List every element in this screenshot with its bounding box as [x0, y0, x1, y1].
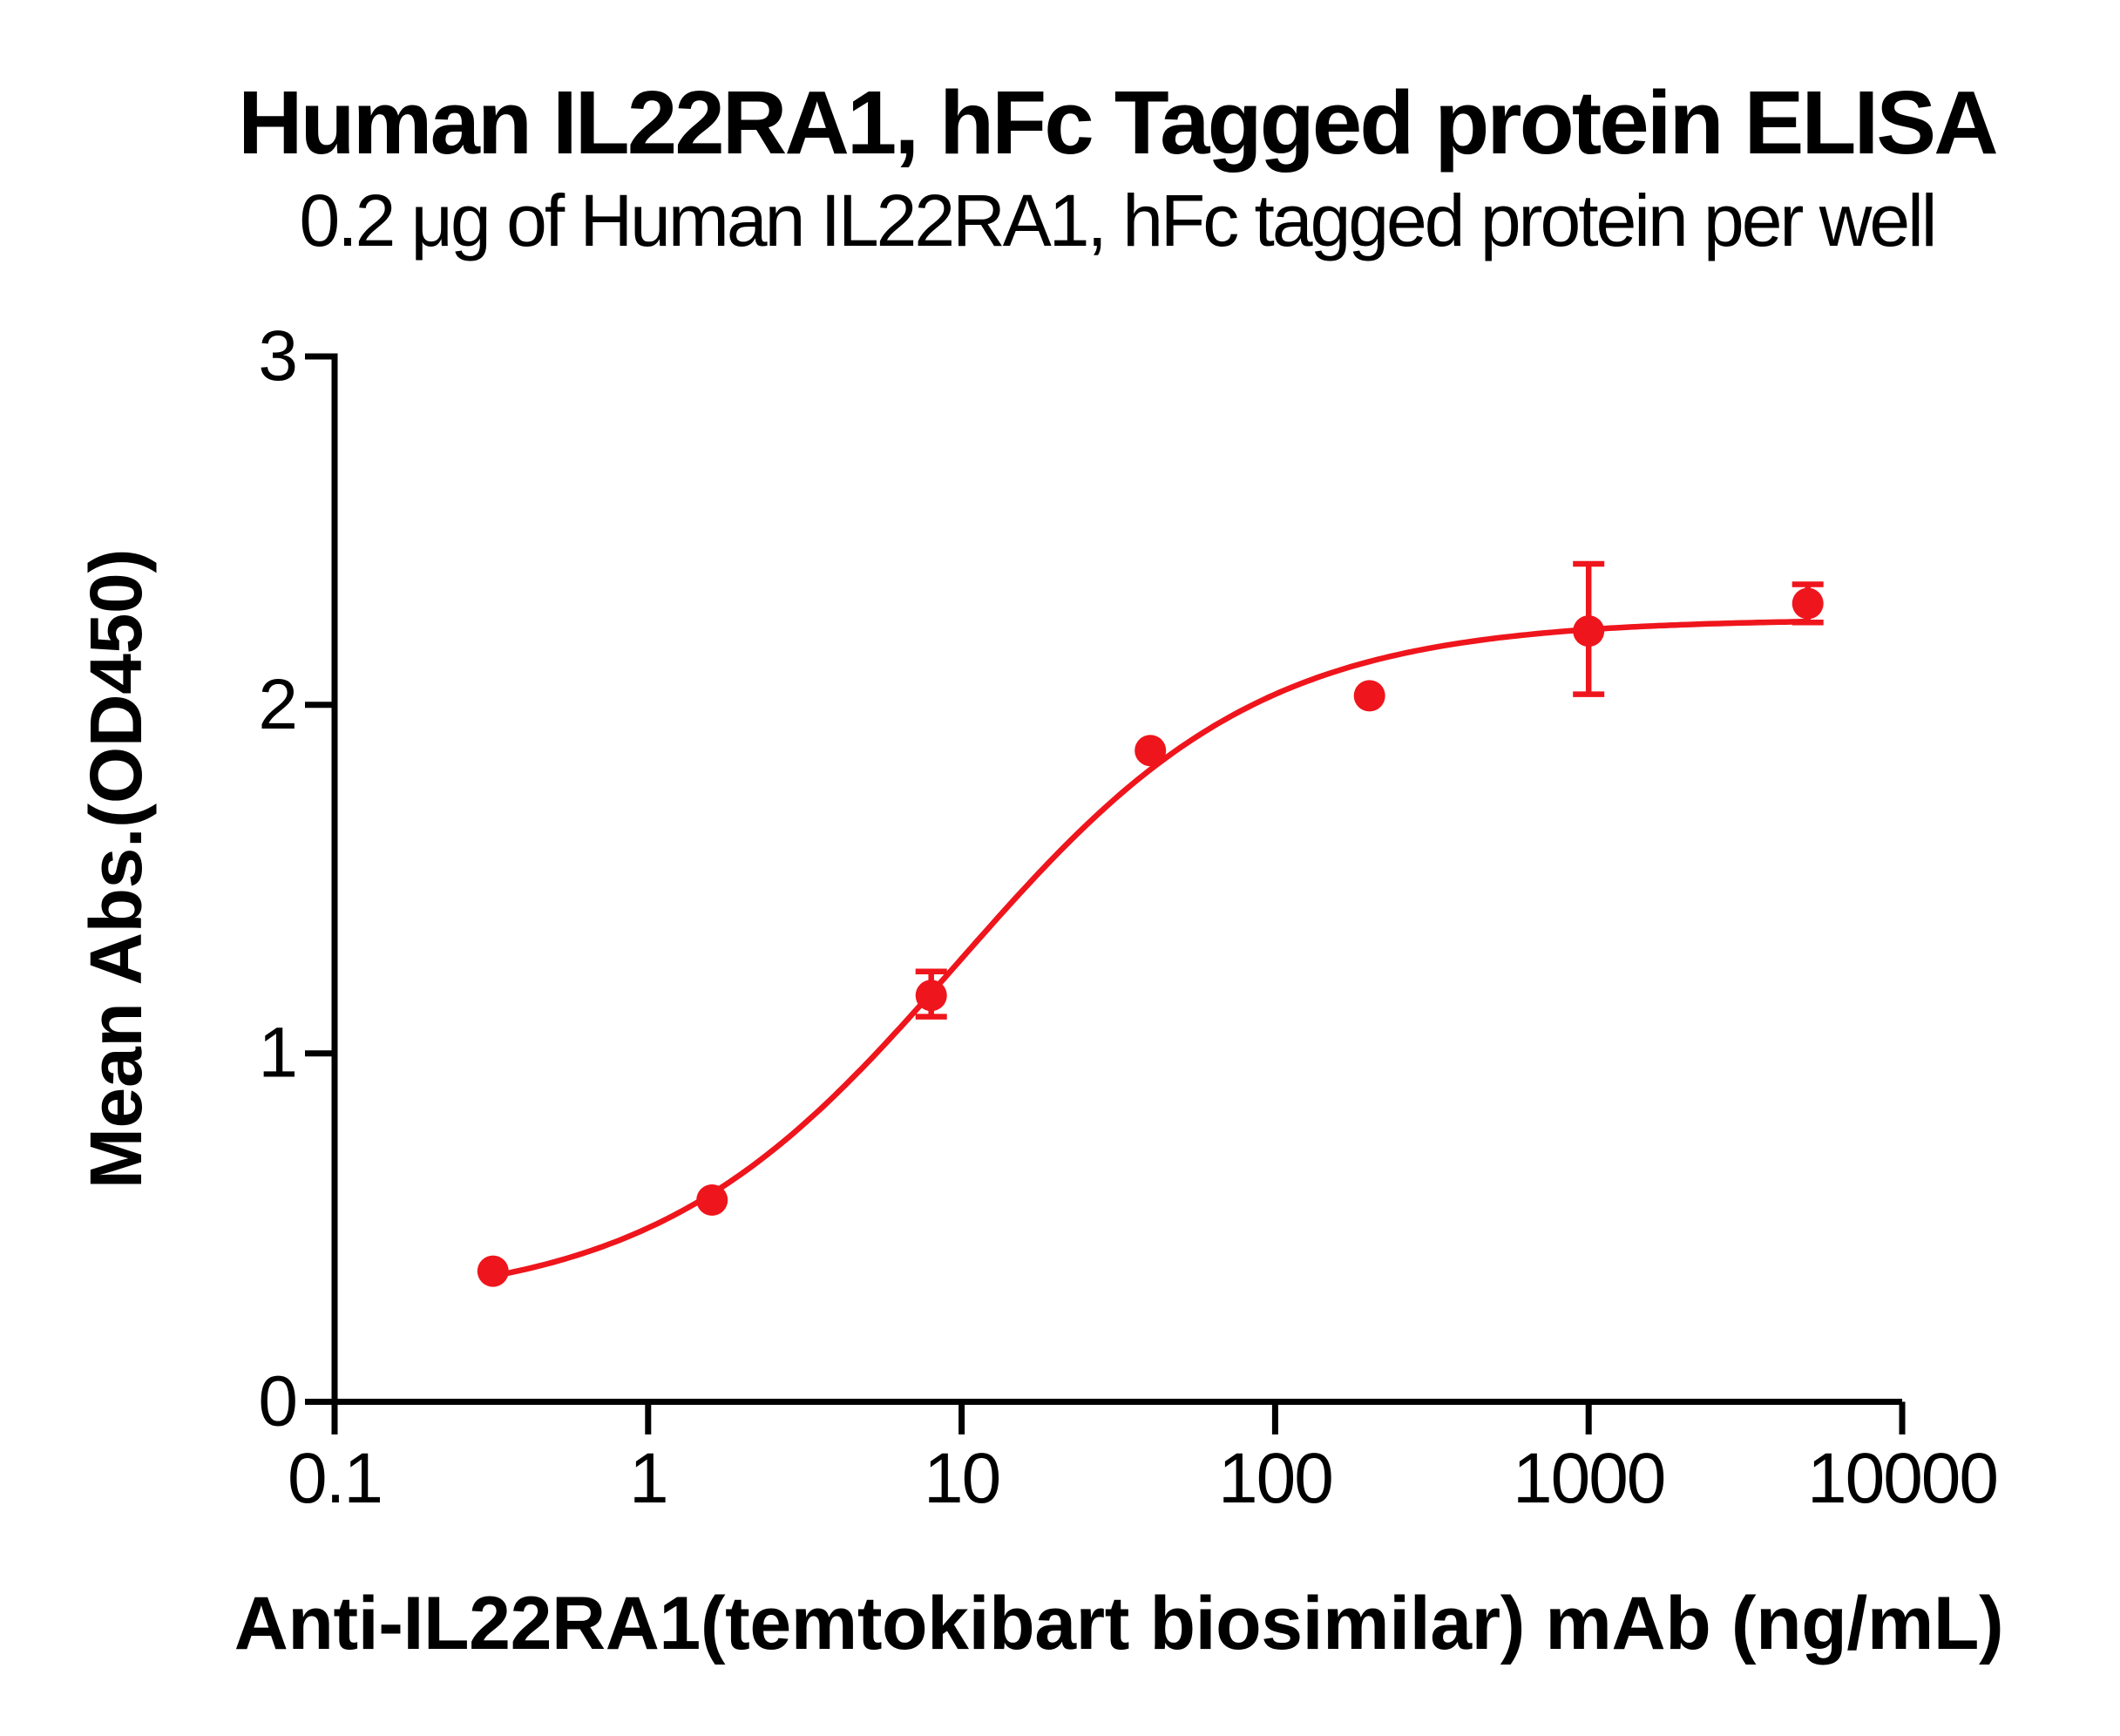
svg-text:2: 2 [258, 665, 296, 744]
svg-text:10000: 10000 [1807, 1439, 1997, 1518]
svg-text:0.2 μg of Human IL22RA1, hFc t: 0.2 μg of Human IL22RA1, hFc tagged prot… [300, 180, 1935, 261]
svg-text:0: 0 [258, 1362, 296, 1441]
svg-text:3: 3 [258, 316, 296, 396]
svg-text:0.1: 0.1 [288, 1439, 382, 1518]
svg-text:Mean Abs.(OD450): Mean Abs.(OD450) [75, 549, 157, 1189]
svg-text:1: 1 [258, 1014, 296, 1093]
svg-text:10: 10 [924, 1439, 999, 1518]
svg-text:Human IL22RA1, hFc Tagged prot: Human IL22RA1, hFc Tagged protein ELISA [238, 72, 1996, 173]
svg-text:1000: 1000 [1513, 1439, 1664, 1518]
svg-text:1: 1 [629, 1439, 667, 1518]
svg-text:Anti-IL22RA1(temtokibart biosi: Anti-IL22RA1(temtokibart biosimilar) mAb… [234, 1582, 2004, 1665]
svg-text:100: 100 [1218, 1439, 1332, 1518]
